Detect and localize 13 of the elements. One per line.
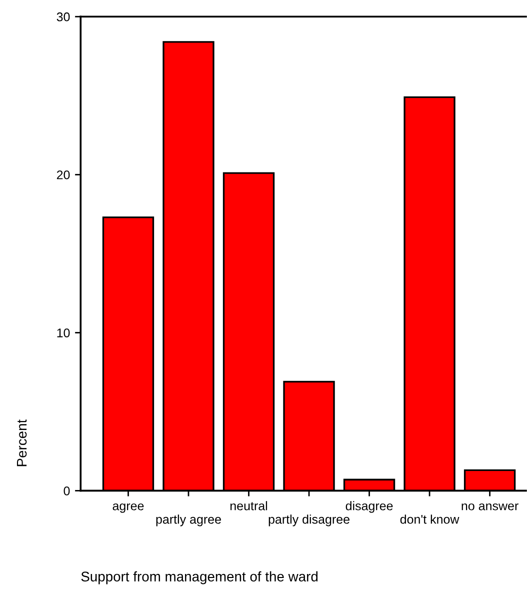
x-tick-label: disagree — [346, 501, 393, 513]
x-tick-label: neutral — [230, 501, 268, 510]
x-tick-label: partly agree — [156, 514, 221, 526]
y-tick-label: 10 — [57, 328, 70, 338]
y-tick-label: 0 — [64, 486, 70, 496]
y-axis-title: Percent — [16, 419, 27, 466]
y-tick-label: 30 — [56, 12, 70, 22]
x-tick-label: don't know — [400, 514, 460, 524]
x-tick-label: no answer — [462, 503, 518, 510]
x-axis-title: Support from management of the ward — [81, 571, 318, 584]
x-tick-label: partly disagree — [268, 514, 350, 526]
x-tick-label: agree — [112, 503, 144, 513]
y-tick-label: 20 — [56, 170, 70, 180]
